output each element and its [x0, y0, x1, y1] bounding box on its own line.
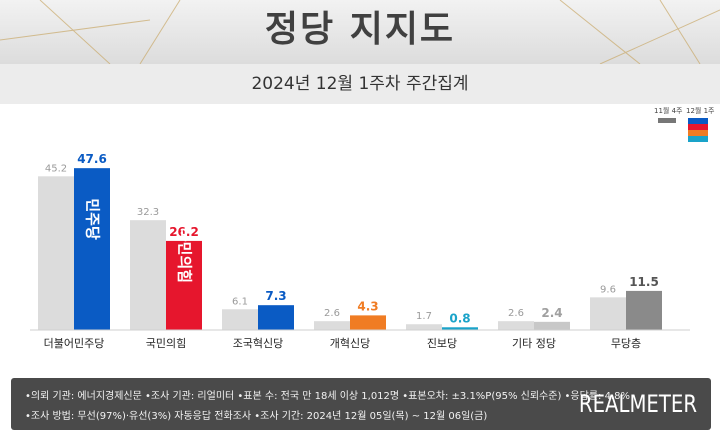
subtitle-bar: 2024년 12월 1주차 주간집계 — [0, 64, 720, 104]
label-curr-3: 4.3 — [357, 299, 378, 313]
category-label-6: 무당층 — [611, 337, 641, 350]
bar-prev-1 — [130, 220, 166, 330]
category-label-2: 조국혁신당 — [233, 337, 284, 350]
label-curr-6: 11.5 — [629, 275, 659, 289]
bar-prev-5 — [498, 321, 534, 330]
label-curr-4: 0.8 — [449, 311, 470, 325]
label-curr-1: 26.2 — [169, 225, 199, 239]
bar-curr-1 — [166, 240, 202, 330]
bar-curr-6 — [626, 290, 662, 330]
page-title: 정당 지지도 — [264, 9, 456, 50]
footer-line-1: •의뢰 기관: 에너지경제신문 •조사 기관: 리얼미터 •표본 수: 전국 만… — [25, 391, 630, 402]
legend-prev-swatch — [658, 118, 676, 123]
bar-prev-6 — [590, 297, 626, 330]
bar-curr-0 — [74, 168, 110, 330]
bar-prev-2 — [222, 309, 258, 330]
label-prev-0: 45.2 — [45, 163, 67, 174]
legend-curr-swatch — [688, 118, 708, 142]
label-prev-5: 2.6 — [508, 308, 524, 319]
bar-curr-3 — [350, 315, 386, 330]
label-prev-4: 1.7 — [416, 311, 432, 322]
footer-line-2: •조사 방법: 무선(97%)·유선(3%) 자동응답 전화조사 •조사 기간:… — [25, 411, 488, 422]
bar-prev-4 — [406, 324, 442, 330]
label-curr-0: 47.6 — [77, 152, 107, 166]
header-decoration — [0, 0, 720, 64]
bar-curr-2 — [258, 305, 294, 330]
subtitle: 2024년 12월 1주차 주간집계 — [251, 74, 469, 94]
header: 정당 지지도 — [0, 0, 720, 64]
legend: 11월 4주 12월 1주 — [646, 106, 720, 146]
footer: •의뢰 기관: 에너지경제신문 •조사 기관: 리얼미터 •표본 수: 전국 만… — [11, 378, 711, 430]
category-label-1: 국민의힘 — [146, 337, 186, 350]
category-label-4: 진보당 — [427, 337, 457, 350]
bar-prev-0 — [38, 176, 74, 330]
bar-curr-4 — [442, 327, 478, 330]
bar-logo-1: 국민의힘 — [176, 228, 194, 283]
category-label-3: 개혁신당 — [330, 337, 370, 350]
label-prev-1: 32.3 — [137, 207, 159, 218]
legend-prev-label: 11월 4주 — [654, 107, 683, 115]
label-prev-6: 9.6 — [600, 284, 616, 295]
legend-curr-label: 12월 1주 — [686, 107, 715, 115]
bar-logo-0: 민주당 — [84, 198, 102, 240]
bar-prev-3 — [314, 321, 350, 330]
label-prev-3: 2.6 — [324, 308, 340, 319]
brand-logo: REALMETER — [578, 390, 697, 418]
category-label-0: 더불어민주당 — [44, 337, 105, 350]
label-curr-5: 2.4 — [541, 306, 562, 320]
label-prev-2: 6.1 — [232, 296, 248, 307]
label-curr-2: 7.3 — [265, 289, 286, 303]
category-label-5: 기타 정당 — [512, 337, 556, 350]
bar-curr-5 — [534, 321, 570, 330]
